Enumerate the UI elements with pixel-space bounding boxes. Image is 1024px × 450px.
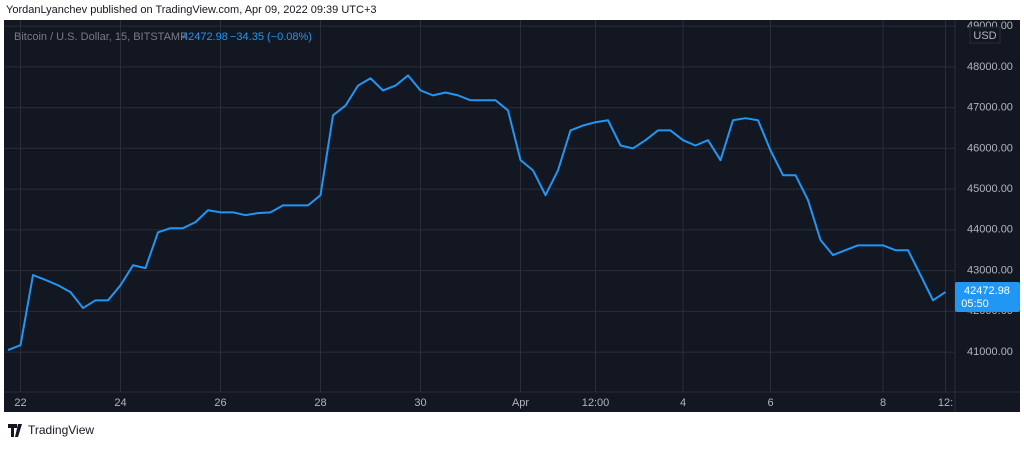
currency: USD: [973, 30, 996, 42]
price-line: [7, 74, 947, 351]
price-change: −34.35 (−0.08%): [230, 31, 312, 43]
countdown-label: 05:50: [961, 298, 989, 310]
x-tick-label: 28: [314, 397, 326, 409]
y-tick-label: 43000.00: [967, 264, 1013, 276]
x-tick-label: 12:: [938, 397, 953, 409]
x-tick-label: 24: [114, 397, 126, 409]
x-tick-label: 4: [680, 397, 686, 409]
last-price-box: [955, 282, 1020, 313]
y-tick-label: 48000.00: [967, 61, 1013, 73]
y-tick-label: 46000.00: [967, 142, 1013, 154]
logo-icon: [8, 424, 22, 437]
x-tick-label: 22: [14, 397, 26, 409]
x-tick-label: 6: [767, 397, 773, 409]
y-tick-label: 41000.00: [967, 346, 1013, 358]
x-tick-label: Apr: [512, 397, 529, 409]
y-tick-label: 47000.00: [967, 102, 1013, 114]
y-tick-label: 45000.00: [967, 183, 1013, 195]
y-tick-label: 44000.00: [967, 224, 1013, 236]
plot: [4, 20, 955, 392]
last-price: 42472.98: [182, 31, 228, 43]
y-tick-label: 49000.00: [967, 20, 1013, 32]
currency-box: [969, 26, 1001, 44]
last-price-label: 42472.98: [964, 285, 1010, 297]
brand-name: TradingView: [28, 423, 94, 437]
brand-logo: TradingView: [8, 423, 94, 437]
chart-background: [4, 20, 1020, 412]
x-tick-label: 8: [880, 397, 886, 409]
x-tick-label: 12:00: [582, 397, 610, 409]
x-tick-label: 30: [414, 397, 426, 409]
x-tick-label: 26: [214, 397, 226, 409]
symbol-title: Bitcoin / U.S. Dollar, 15, BITSTAMP: [14, 31, 187, 43]
publish-info: YordanLyanchev published on TradingView.…: [6, 4, 377, 16]
